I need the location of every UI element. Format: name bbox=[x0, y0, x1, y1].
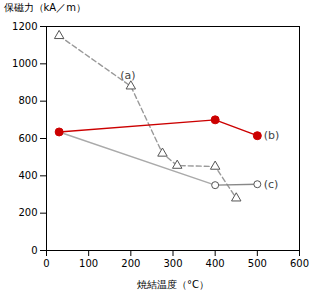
svg-text:1200: 1200 bbox=[12, 21, 37, 32]
svg-text:保磁力（kA／m）: 保磁力（kA／m） bbox=[4, 2, 86, 13]
svg-text:400: 400 bbox=[206, 258, 225, 269]
svg-text:800: 800 bbox=[18, 95, 37, 106]
svg-text:500: 500 bbox=[248, 258, 267, 269]
svg-text:600: 600 bbox=[290, 258, 309, 269]
svg-text:0: 0 bbox=[31, 245, 37, 256]
svg-text:600: 600 bbox=[18, 133, 37, 144]
svg-text:焼結温度（°C）: 焼結温度（°C） bbox=[137, 279, 209, 290]
svg-text:0: 0 bbox=[43, 258, 49, 269]
svg-text:(a): (a) bbox=[120, 69, 135, 82]
svg-text:100: 100 bbox=[79, 258, 98, 269]
svg-text:(c): (c) bbox=[264, 178, 279, 191]
svg-text:200: 200 bbox=[18, 207, 37, 218]
svg-text:(b): (b) bbox=[264, 129, 280, 142]
svg-text:200: 200 bbox=[121, 258, 140, 269]
svg-text:300: 300 bbox=[163, 258, 182, 269]
svg-text:400: 400 bbox=[18, 170, 37, 181]
svg-text:1000: 1000 bbox=[12, 58, 37, 69]
